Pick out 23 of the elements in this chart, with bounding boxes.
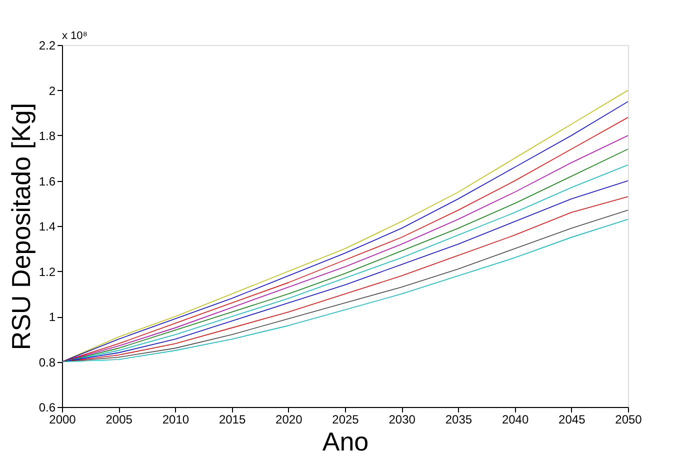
x-tick-label: 2020 [276,412,303,426]
x-tick-label: 2010 [162,412,190,426]
x-tick-label: 2045 [558,412,586,426]
y-axis-title: RSU Depositado [Kg] [6,102,36,350]
y-tick-label: 0.6 [38,400,56,414]
x-tick-label: 2025 [332,412,360,426]
y-tick-label: 1.4 [38,220,56,234]
y-tick-label: 0.8 [38,355,56,370]
x-axis-title: Ano [322,426,369,456]
y-tick-label: 1.2 [38,264,56,279]
y-tick-label: 1.6 [38,174,56,188]
x-tick-label: 2015 [218,412,246,426]
x-tick-label: 2005 [106,412,133,426]
y-tick-label: 1 [48,310,56,324]
text: x 10⁸ [62,30,88,42]
x-tick-label: 2040 [502,412,529,426]
x-tick-label: 2035 [445,412,472,426]
x-tick-label: 2000 [49,412,76,426]
y-tick-label: 1.8 [38,129,56,143]
y-tick-label: 2 [48,84,56,98]
y-tick-label: 2.2 [38,38,56,52]
x-tick-label: 2030 [388,412,416,426]
x-tick-label: 2050 [615,412,642,426]
